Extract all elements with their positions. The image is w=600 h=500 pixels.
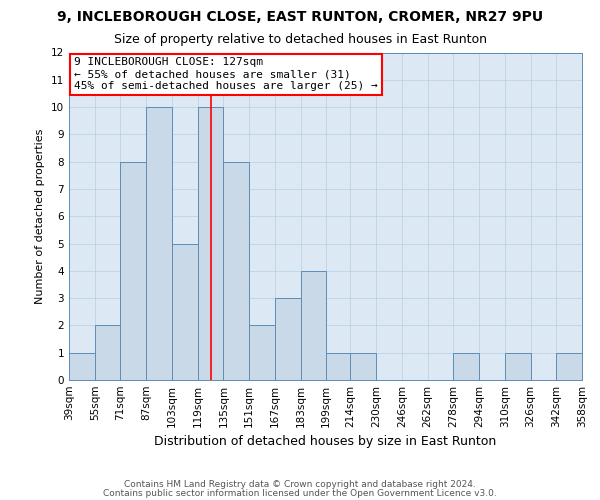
Text: Size of property relative to detached houses in East Runton: Size of property relative to detached ho… bbox=[113, 32, 487, 46]
Bar bbox=[249, 326, 275, 380]
Bar bbox=[172, 244, 197, 380]
X-axis label: Distribution of detached houses by size in East Runton: Distribution of detached houses by size … bbox=[154, 436, 497, 448]
Bar bbox=[454, 352, 479, 380]
Bar bbox=[121, 162, 146, 380]
Bar bbox=[223, 162, 249, 380]
Bar bbox=[275, 298, 301, 380]
Y-axis label: Number of detached properties: Number of detached properties bbox=[35, 128, 46, 304]
Bar bbox=[95, 326, 121, 380]
Bar bbox=[197, 107, 223, 380]
Bar bbox=[301, 271, 326, 380]
Bar bbox=[146, 107, 172, 380]
Text: Contains HM Land Registry data © Crown copyright and database right 2024.: Contains HM Land Registry data © Crown c… bbox=[124, 480, 476, 489]
Bar bbox=[326, 352, 352, 380]
Bar bbox=[505, 352, 530, 380]
Text: 9, INCLEBOROUGH CLOSE, EAST RUNTON, CROMER, NR27 9PU: 9, INCLEBOROUGH CLOSE, EAST RUNTON, CROM… bbox=[57, 10, 543, 24]
Text: 9 INCLEBOROUGH CLOSE: 127sqm
← 55% of detached houses are smaller (31)
45% of se: 9 INCLEBOROUGH CLOSE: 127sqm ← 55% of de… bbox=[74, 58, 378, 90]
Bar bbox=[350, 352, 376, 380]
Bar bbox=[69, 352, 95, 380]
Bar bbox=[556, 352, 582, 380]
Text: Contains public sector information licensed under the Open Government Licence v3: Contains public sector information licen… bbox=[103, 488, 497, 498]
